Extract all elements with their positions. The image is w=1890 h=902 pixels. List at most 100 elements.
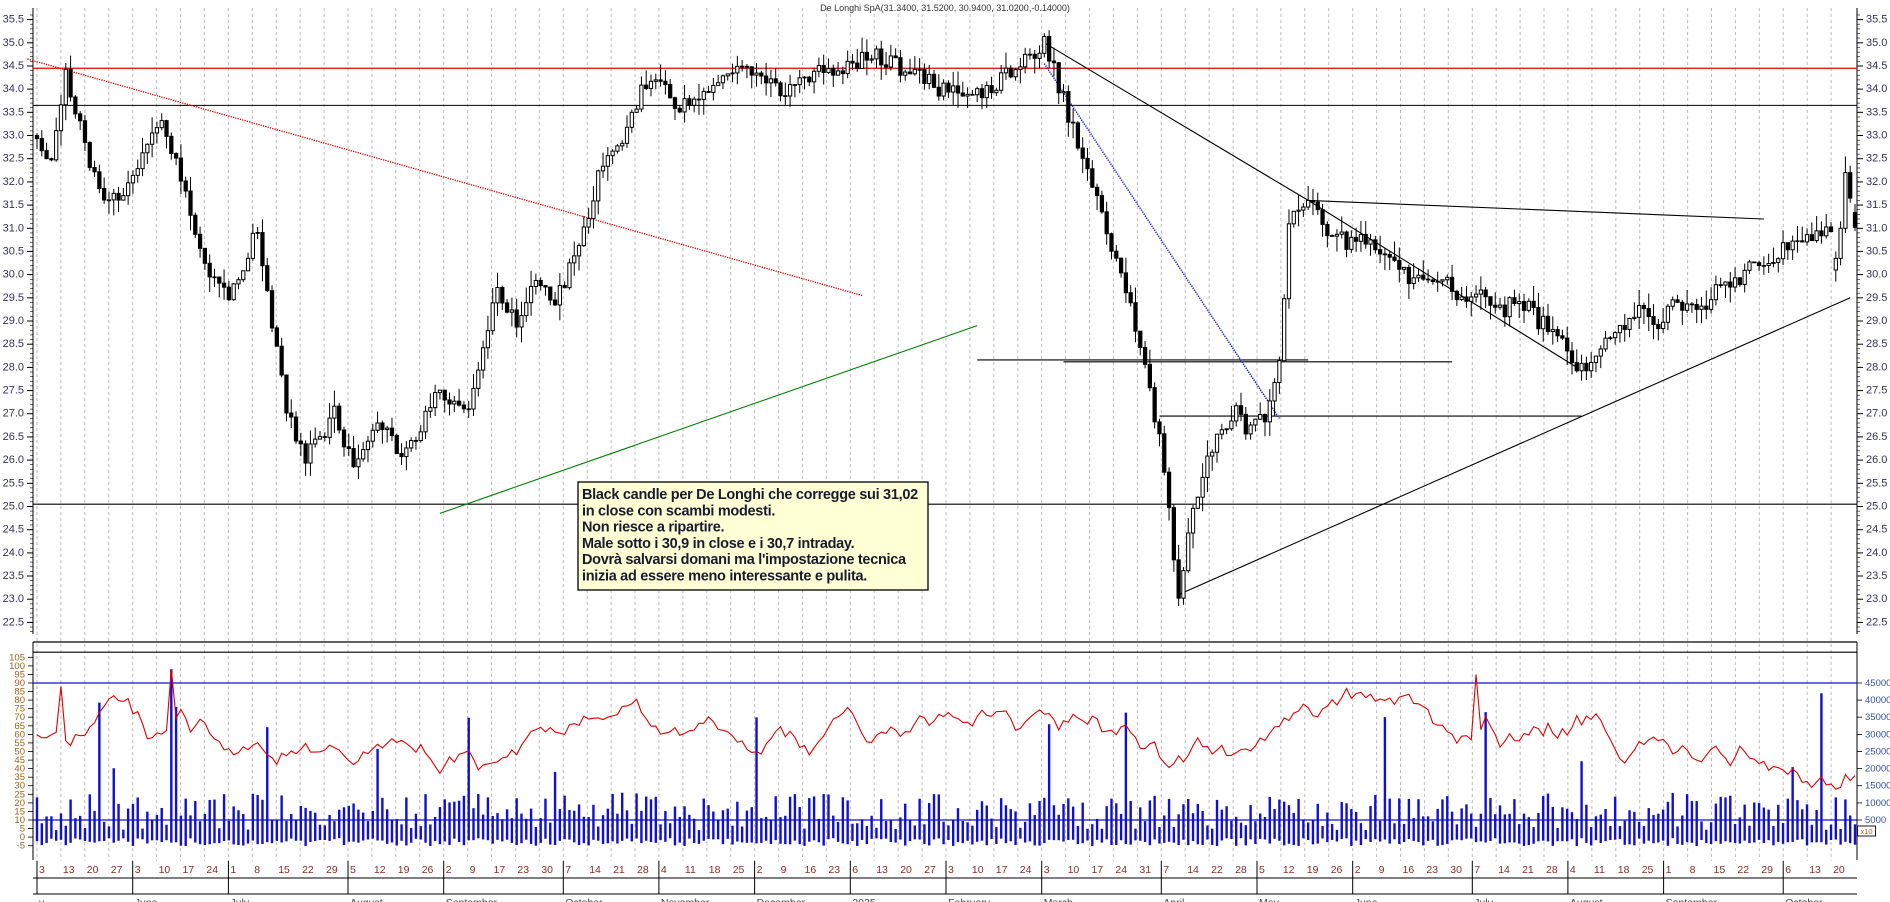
svg-text:23.5: 23.5 <box>1866 570 1887 582</box>
svg-text:3: 3 <box>135 864 141 876</box>
svg-text:24.5: 24.5 <box>3 524 24 536</box>
svg-text:22.5: 22.5 <box>1866 616 1887 628</box>
svg-text:March: March <box>1044 897 1073 902</box>
svg-text:28.0: 28.0 <box>1866 361 1887 373</box>
svg-text:35000: 35000 <box>1865 712 1890 723</box>
svg-text:40000: 40000 <box>1865 695 1890 706</box>
svg-text:17: 17 <box>1092 864 1104 876</box>
svg-text:26: 26 <box>422 864 434 876</box>
svg-text:27: 27 <box>111 864 123 876</box>
svg-text:26.5: 26.5 <box>3 431 24 443</box>
svg-text:De Longhi SpA(31.3400, 31.5200: De Longhi SpA(31.3400, 31.5200, 30.9400,… <box>820 3 1070 13</box>
svg-text:9: 9 <box>470 864 476 876</box>
svg-text:13: 13 <box>1809 864 1821 876</box>
svg-text:29: 29 <box>326 864 338 876</box>
svg-text:April: April <box>1163 897 1184 902</box>
svg-text:4: 4 <box>1570 864 1576 876</box>
svg-text:25000: 25000 <box>1865 747 1890 758</box>
svg-text:x10: x10 <box>1860 827 1872 836</box>
svg-text:in close con scambi modesti.: in close con scambi modesti. <box>582 503 775 519</box>
svg-text:35.5: 35.5 <box>3 14 24 26</box>
svg-text:27.5: 27.5 <box>3 385 24 397</box>
svg-text:10: 10 <box>159 864 171 876</box>
svg-text:28: 28 <box>637 864 649 876</box>
svg-text:13: 13 <box>63 864 75 876</box>
svg-text:21: 21 <box>613 864 625 876</box>
svg-text:4: 4 <box>661 864 667 876</box>
svg-text:30.5: 30.5 <box>1866 245 1887 257</box>
svg-text:y: y <box>39 897 45 902</box>
svg-text:17: 17 <box>494 864 506 876</box>
svg-text:29.5: 29.5 <box>1866 292 1887 304</box>
svg-text:5: 5 <box>350 864 356 876</box>
svg-text:23.0: 23.0 <box>3 593 24 605</box>
svg-text:10: 10 <box>1068 864 1080 876</box>
svg-text:27: 27 <box>924 864 936 876</box>
svg-text:November: November <box>661 897 710 902</box>
svg-text:32.5: 32.5 <box>1866 153 1887 165</box>
svg-text:30.5: 30.5 <box>3 245 24 257</box>
svg-text:32.5: 32.5 <box>3 153 24 165</box>
svg-text:34.0: 34.0 <box>3 83 24 95</box>
svg-text:26: 26 <box>1331 864 1343 876</box>
svg-text:29.0: 29.0 <box>1866 315 1887 327</box>
svg-text:15: 15 <box>1714 864 1726 876</box>
svg-text:19: 19 <box>398 864 410 876</box>
svg-text:25.5: 25.5 <box>3 477 24 489</box>
svg-text:30000: 30000 <box>1865 729 1890 740</box>
svg-text:May: May <box>1259 897 1280 902</box>
svg-text:24: 24 <box>1115 864 1127 876</box>
svg-text:September: September <box>446 897 498 902</box>
svg-text:28: 28 <box>1546 864 1558 876</box>
svg-text:February: February <box>948 897 991 902</box>
svg-text:30: 30 <box>1450 864 1462 876</box>
svg-text:33.5: 33.5 <box>3 106 24 118</box>
svg-text:3: 3 <box>948 864 954 876</box>
svg-text:12: 12 <box>374 864 386 876</box>
svg-text:31.0: 31.0 <box>1866 222 1887 234</box>
svg-text:19: 19 <box>1307 864 1319 876</box>
svg-text:17: 17 <box>183 864 195 876</box>
svg-text:September: September <box>1666 897 1718 902</box>
svg-text:20: 20 <box>87 864 99 876</box>
svg-text:3: 3 <box>39 864 45 876</box>
svg-text:13: 13 <box>876 864 888 876</box>
svg-text:23: 23 <box>517 864 529 876</box>
svg-text:2: 2 <box>757 864 763 876</box>
svg-text:27.5: 27.5 <box>1866 385 1887 397</box>
svg-text:29.0: 29.0 <box>3 315 24 327</box>
svg-text:16: 16 <box>805 864 817 876</box>
svg-text:7: 7 <box>1163 864 1169 876</box>
svg-text:24: 24 <box>206 864 218 876</box>
svg-text:July: July <box>1474 897 1493 902</box>
svg-text:14: 14 <box>589 864 601 876</box>
svg-text:20: 20 <box>900 864 912 876</box>
svg-text:33.0: 33.0 <box>3 130 24 142</box>
svg-text:8: 8 <box>1690 864 1696 876</box>
svg-text:35.5: 35.5 <box>1866 14 1887 26</box>
svg-text:30: 30 <box>541 864 553 876</box>
svg-text:35.0: 35.0 <box>3 37 24 49</box>
svg-text:26.0: 26.0 <box>1866 454 1887 466</box>
svg-text:28.5: 28.5 <box>1866 338 1887 350</box>
svg-text:8: 8 <box>254 864 260 876</box>
svg-text:1: 1 <box>230 864 236 876</box>
svg-text:24.0: 24.0 <box>1866 547 1887 559</box>
svg-text:9: 9 <box>781 864 787 876</box>
svg-text:June: June <box>1355 897 1378 902</box>
svg-text:30.0: 30.0 <box>3 269 24 281</box>
svg-text:11: 11 <box>685 864 696 876</box>
svg-text:29: 29 <box>1761 864 1773 876</box>
svg-text:7: 7 <box>1474 864 1480 876</box>
svg-text:12: 12 <box>1283 864 1295 876</box>
svg-text:17: 17 <box>996 864 1008 876</box>
svg-text:7: 7 <box>565 864 571 876</box>
svg-text:inizia ad essere meno interess: inizia ad essere meno interessante e pul… <box>582 569 867 585</box>
svg-text:26.0: 26.0 <box>3 454 24 466</box>
svg-text:34.5: 34.5 <box>1866 60 1887 72</box>
svg-text:25: 25 <box>733 864 745 876</box>
svg-text:June: June <box>135 897 158 902</box>
svg-text:15: 15 <box>278 864 290 876</box>
svg-text:24: 24 <box>1020 864 1032 876</box>
svg-text:15000: 15000 <box>1865 781 1890 792</box>
